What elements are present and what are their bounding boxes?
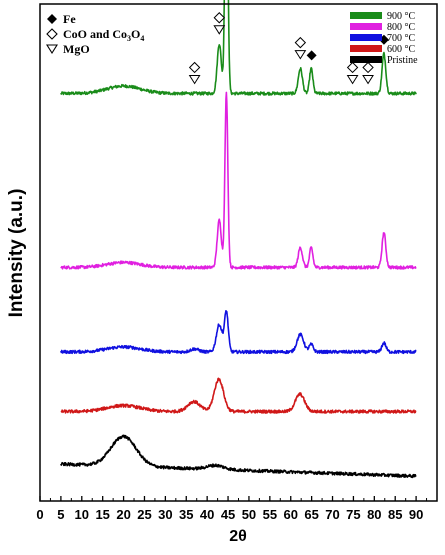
legend-swatch xyxy=(350,56,382,63)
series-line-pristine xyxy=(60,434,417,479)
series-line-600-c xyxy=(60,377,417,414)
phase-marker-legend: Fe CoO and Co3O4 MgO xyxy=(46,12,144,56)
x-tick-label: 80 xyxy=(367,507,381,522)
series-layer xyxy=(60,0,417,479)
mgo-open-triangle-icon xyxy=(46,44,58,55)
co-oxide-peak-marker-icon xyxy=(362,61,374,74)
co-oxide-peak-marker-icon xyxy=(346,61,359,74)
x-tick-label: 70 xyxy=(325,507,339,522)
legend-coo-main: CoO and Co xyxy=(63,27,127,41)
series-line-800-c xyxy=(60,91,417,270)
mgo-peak-marker-icon xyxy=(362,74,374,85)
legend-swatch xyxy=(350,12,382,19)
x-tick-label: 50 xyxy=(242,507,256,522)
x-tick-label: 20 xyxy=(116,507,130,522)
x-tick-label: 30 xyxy=(158,507,172,522)
fe-peak-marker-icon xyxy=(306,50,317,61)
legend-swatch xyxy=(350,45,382,52)
fe-filled-diamond-icon xyxy=(47,14,57,24)
co-open-diamond-icon xyxy=(46,28,58,40)
legend-coo-label: CoO and Co3O4 xyxy=(63,27,144,43)
co-oxide-peak-marker-icon xyxy=(188,61,201,74)
x-tick-label: 65 xyxy=(304,507,318,522)
mgo-peak-marker-icon xyxy=(294,50,307,60)
x-tick-label: 60 xyxy=(284,507,298,522)
legend-coo-sub: 3 xyxy=(127,34,131,43)
legend-swatch xyxy=(350,34,382,41)
legend-fe-label: Fe xyxy=(63,12,76,26)
legend-swatch xyxy=(350,23,382,30)
y-axis-label: Intensity (a.u.) xyxy=(6,189,27,318)
x-ticks: 0 5 10 15 20 25 30 35 40 45 50 55 60 65 70 75 80 85 90 xyxy=(36,496,428,522)
mgo-peak-marker-icon xyxy=(346,74,359,85)
x-tick-label: 25 xyxy=(137,507,151,522)
series-line-700-c xyxy=(60,309,417,355)
legend-coo-tail: O xyxy=(131,27,140,41)
series-line-900-c xyxy=(60,0,417,96)
x-tick-label: 90 xyxy=(409,507,423,522)
annotation-layer xyxy=(188,12,389,85)
legend-label: 700 °C xyxy=(387,33,415,44)
legend-label: 800 °C xyxy=(387,22,415,33)
legend-mgo-label: MgO xyxy=(63,42,90,56)
co-oxide-peak-marker-icon xyxy=(213,12,225,24)
x-axis-label: 2θ xyxy=(229,528,247,545)
x-tick-label: 5 xyxy=(57,507,64,522)
x-tick-label: 55 xyxy=(263,507,277,522)
plot-frame xyxy=(39,3,438,502)
x-tick-label: 40 xyxy=(200,507,214,522)
x-tick-label: 10 xyxy=(75,507,89,522)
x-tick-label: 0 xyxy=(36,507,43,522)
legend-label: 900 °C xyxy=(387,11,415,22)
legend-label: Pristine xyxy=(387,55,418,66)
mgo-peak-marker-icon xyxy=(213,25,226,35)
x-tick-label: 85 xyxy=(388,507,402,522)
x-tick-label: 35 xyxy=(179,507,193,522)
legend-coo-sub2: 4 xyxy=(140,34,144,43)
co-oxide-peak-marker-icon xyxy=(294,36,307,49)
x-tick-label: 15 xyxy=(95,507,109,522)
legend-label: 600 °C xyxy=(387,44,415,55)
x-tick-label: 75 xyxy=(346,507,360,522)
x-tick-label: 45 xyxy=(221,507,235,522)
mgo-peak-marker-icon xyxy=(188,74,201,85)
